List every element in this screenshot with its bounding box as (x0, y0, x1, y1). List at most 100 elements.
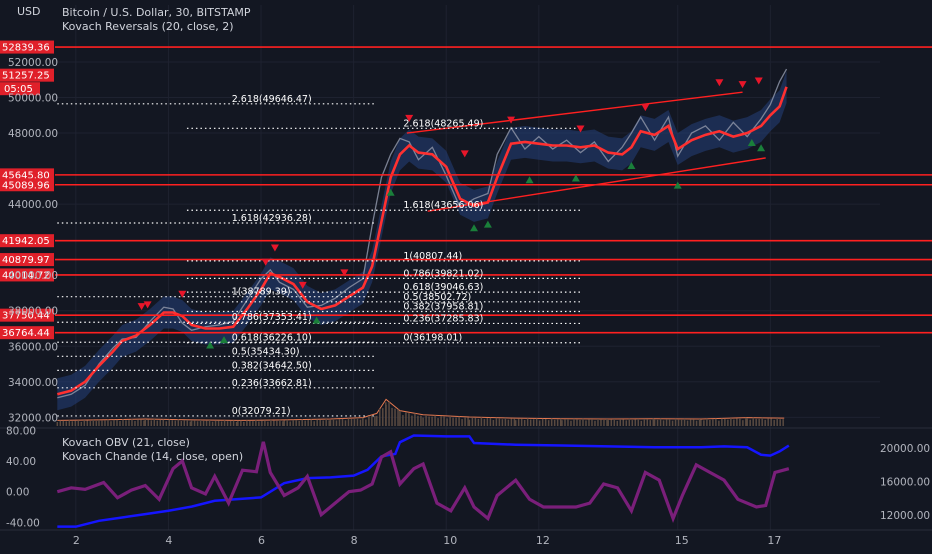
reversal-down-marker (641, 104, 650, 112)
reversal-down-marker (738, 81, 747, 89)
level-price-tag (0, 308, 54, 322)
sub-left-tick-label: 0.00 (6, 487, 29, 499)
countdown-label: 05:05 (4, 84, 33, 95)
reversal-down-marker (137, 303, 146, 311)
level-price-label: 36764.44 (2, 328, 50, 339)
volume-line (57, 398, 785, 421)
sub-left-tick-label: 40.00 (6, 456, 36, 468)
currency-label: USD (17, 5, 41, 18)
reversal-up-marker (483, 220, 492, 228)
fib-set-b-label: 0.382(37958.81) (403, 301, 483, 312)
x-axis-tick-label: 17 (767, 534, 781, 547)
x-axis-tick-label: 8 (351, 534, 358, 547)
x-axis-tick-label: 6 (258, 534, 265, 547)
reversal-up-marker (312, 316, 321, 324)
reversal-up-marker (219, 336, 228, 344)
reversal-up-marker (470, 224, 479, 232)
level-price-label: 40014.72 (2, 270, 50, 281)
symbol-title: Bitcoin / U.S. Dollar, 30, BITSTAMP (62, 6, 251, 19)
y-axis-tick-label: 52000.00 (8, 57, 58, 69)
obv-study-title: Kovach OBV (21, close) (62, 436, 190, 449)
reversal-up-marker (627, 162, 636, 170)
reversal-down-marker (270, 244, 279, 252)
y-axis-tick-label: 40000.00 (8, 270, 58, 282)
current-price-label: 51257.25 (2, 71, 50, 82)
x-axis-tick-label: 12 (536, 534, 550, 547)
countdown-tag (0, 82, 40, 96)
level-price-tag (0, 168, 54, 182)
study-title: Kovach Reversals (20, close, 2) (62, 20, 234, 33)
reversal-down-marker (754, 77, 763, 85)
sub-left-tick-label: 80.00 (6, 425, 36, 437)
reversal-up-marker (571, 174, 580, 182)
level-price-tag (0, 178, 54, 192)
fib-set-a-label: 0.618(36226.10) (232, 332, 312, 343)
level-price-label: 45089.96 (2, 180, 50, 191)
y-axis-tick-label: 34000.00 (8, 377, 58, 389)
level-price-label: 40879.97 (2, 255, 50, 266)
reversal-down-marker (340, 269, 349, 277)
reversal-down-marker (178, 290, 187, 298)
reversal-down-marker (576, 125, 585, 133)
chande-line (56, 441, 790, 523)
x-axis-tick-label: 4 (165, 534, 172, 547)
current-price-tag (0, 68, 54, 82)
reversal-up-marker (757, 144, 766, 152)
reversal-down-marker (715, 79, 724, 87)
fib-set-a-label: 1.618(42936.28) (232, 213, 312, 224)
reversal-down-marker (405, 114, 414, 122)
fib-set-a-label: 0.786(37353.41) (232, 312, 312, 323)
level-price-tag (0, 253, 54, 267)
fib-set-b-label: 0.236(37285.83) (403, 313, 483, 324)
fib-set-b-label: 1(40807.44) (403, 251, 462, 262)
level-price-label: 37750.44 (2, 311, 50, 322)
sub-right-tick-label: 20000.00 (880, 443, 930, 455)
reversal-down-marker (460, 150, 469, 158)
fib-set-b-label: 0(36198.01) (403, 333, 462, 344)
obv-line (57, 434, 790, 528)
chande-study-title: Kovach Chande (14, close, open) (62, 450, 244, 463)
x-axis-tick-label: 15 (675, 534, 689, 547)
price-series-line (57, 68, 788, 399)
y-axis-tick-label: 38000.00 (8, 306, 58, 318)
reversal-up-marker (747, 138, 756, 146)
level-price-label: 41942.05 (2, 236, 50, 247)
y-axis-tick-label: 50000.00 (8, 93, 58, 105)
x-axis-tick-label: 10 (443, 534, 457, 547)
fib-set-a-label: 1(38789.39) (232, 287, 291, 298)
fib-set-a-label: 2.618(49646.47) (232, 94, 312, 105)
fib-set-b-label: 0.618(39046.63) (403, 282, 483, 293)
level-price-tag (0, 268, 54, 282)
y-axis-tick-label: 36000.00 (8, 341, 58, 353)
y-axis-tick-label: 44000.00 (8, 199, 58, 211)
reversal-down-marker (261, 258, 270, 266)
level-price-label: 52839.36 (2, 43, 50, 54)
level-price-tag (0, 234, 54, 248)
fib-set-b-label: 2.618(48265.49) (403, 118, 483, 129)
fib-set-b-label: 0.786(39821.02) (403, 268, 483, 279)
fib-set-b-label: 1.618(43656.06) (403, 200, 483, 211)
reversal-down-marker (507, 116, 516, 124)
reversal-up-marker (525, 176, 534, 184)
reversal-up-marker (673, 181, 682, 189)
y-axis-tick-label: 32000.00 (8, 412, 58, 424)
level-price-tag (0, 326, 54, 340)
sub-left-tick-label: -40.00 (6, 517, 40, 529)
reversal-down-marker (298, 281, 307, 289)
level-price-label: 45645.80 (2, 170, 50, 181)
fib-set-a-label: 0.382(34642.50) (232, 360, 312, 371)
fib-set-a-label: 0.5(35434.30) (232, 346, 300, 357)
reversal-up-marker (386, 188, 395, 196)
fib-set-b-label: 0.5(38502.72) (403, 292, 471, 303)
sub-right-tick-label: 12000.00 (880, 510, 930, 522)
y-axis-tick-label: 48000.00 (8, 128, 58, 140)
fib-set-a-label: 0(32079.21) (232, 406, 291, 417)
channel-upper-line (406, 91, 743, 134)
reversal-down-marker (143, 301, 152, 309)
level-price-tag (0, 40, 54, 54)
reversal-up-marker (206, 341, 215, 349)
x-axis-tick-label: 2 (73, 534, 80, 547)
sub-right-tick-label: 16000.00 (880, 477, 930, 489)
